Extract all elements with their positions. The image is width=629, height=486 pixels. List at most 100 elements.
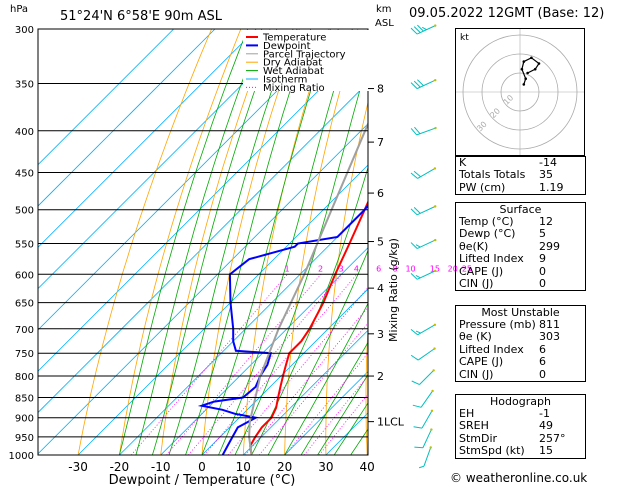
surface-row: Dewp (°C) 5 bbox=[459, 227, 546, 241]
surface-row: Lifted Index 9 bbox=[459, 252, 546, 266]
mixing-ratio-label: 8 bbox=[392, 264, 397, 273]
legend-label: Mixing Ratio bbox=[263, 83, 325, 94]
wind-barb-staff bbox=[421, 410, 433, 429]
wind-barb bbox=[410, 167, 437, 179]
hodograph-ring-label: 30 bbox=[475, 120, 489, 134]
legend-label: Dry Adiabat bbox=[263, 58, 322, 69]
index-row: K -14 bbox=[459, 156, 557, 169]
hodo-row: StmSpd (kt) 15 bbox=[459, 444, 553, 458]
wind-barb-flag bbox=[421, 26, 427, 31]
wind-barb bbox=[418, 446, 432, 469]
wet-adiabat-line bbox=[152, 29, 278, 455]
hodograph-ring-label: 20 bbox=[488, 106, 502, 120]
surface-row: CAPE (J) 0 bbox=[459, 264, 546, 278]
parcel-trajectory-line bbox=[248, 121, 368, 455]
wind-barb-flag bbox=[411, 380, 420, 385]
date-label: 09.05.2022 12GMT (Base: 12) bbox=[409, 6, 605, 21]
hodograph-point bbox=[520, 67, 524, 71]
hodo-row: EH -1 bbox=[459, 407, 550, 420]
dry-adiabat-line bbox=[616, 29, 629, 455]
pressure-tick-label: 350 bbox=[15, 80, 34, 91]
wet-adiabat-line bbox=[317, 373, 368, 455]
pressure-tick-label: 1000 bbox=[9, 451, 34, 462]
legend-label: Dewpoint bbox=[263, 41, 311, 52]
surface-row: θe(K) 299 bbox=[459, 239, 560, 253]
wind-barb-dot bbox=[430, 428, 433, 431]
isotherm-line bbox=[38, 123, 368, 455]
isotherm-line bbox=[38, 29, 216, 207]
mu-row: Lifted Index 6 bbox=[459, 342, 546, 356]
mixing-ratio-label: 25 bbox=[462, 264, 472, 273]
wind-barb bbox=[410, 269, 437, 280]
legend-label: Isotherm bbox=[263, 75, 307, 86]
mixing-ratio-line bbox=[166, 274, 322, 455]
pressure-tick-label: 400 bbox=[15, 127, 34, 138]
temperature-tick-label: 30 bbox=[318, 460, 333, 474]
km-tick-label: 7 bbox=[377, 136, 384, 149]
pressure-tick-label: 450 bbox=[15, 168, 34, 179]
temperature-tick-label: -30 bbox=[68, 460, 88, 474]
wind-barb-dot bbox=[434, 205, 437, 208]
x-axis-title: Dewpoint / Temperature (°C) bbox=[109, 473, 296, 486]
wet-adiabat-line bbox=[300, 341, 368, 455]
wind-barb-flag bbox=[417, 79, 424, 87]
wet-adiabat-line bbox=[333, 402, 368, 455]
wind-barb-dot bbox=[429, 446, 432, 449]
hodograph-unit-label: kt bbox=[460, 33, 469, 43]
wind-barb-flag bbox=[414, 126, 421, 135]
hodo-row: SREH 49 bbox=[459, 419, 553, 433]
wind-barb-flag bbox=[415, 244, 421, 248]
dry-adiabat-line bbox=[119, 29, 242, 455]
pressure-tick-label: 850 bbox=[15, 393, 34, 404]
pressure-tick-label: 900 bbox=[15, 414, 34, 425]
dry-adiabat-line bbox=[77, 29, 212, 455]
wind-barb bbox=[410, 205, 437, 216]
isotherm-line bbox=[38, 29, 174, 166]
wind-barb-dot bbox=[431, 389, 434, 393]
dry-adiabat-line bbox=[405, 29, 446, 455]
isotherm-line bbox=[77, 164, 368, 455]
mixing-ratio-label: 15 bbox=[430, 264, 440, 273]
wind-barb-flag bbox=[413, 206, 421, 214]
wind-barb-flag bbox=[410, 208, 418, 216]
hodograph-point bbox=[533, 67, 537, 71]
dewpoint-line bbox=[197, 203, 368, 455]
hodograph-point bbox=[522, 60, 526, 63]
isotherm-line bbox=[38, 29, 298, 290]
pressure-tick-label: 550 bbox=[15, 239, 34, 250]
index-row: Totals Totals 35 bbox=[459, 168, 553, 182]
wind-barb-flag bbox=[418, 465, 425, 469]
wind-barb-staff bbox=[417, 348, 435, 361]
mixing-ratio-line bbox=[130, 274, 288, 455]
wind-barb bbox=[414, 428, 433, 449]
hodograph-point bbox=[530, 56, 533, 60]
pressure-unit-label: hPa bbox=[10, 4, 28, 15]
mixing-ratio-label: 10 bbox=[405, 264, 415, 273]
isotherm-line bbox=[38, 29, 257, 248]
wind-barb-flag bbox=[415, 330, 421, 334]
pressure-tick-label: 950 bbox=[15, 433, 34, 444]
pressure-tick-label: 800 bbox=[15, 372, 34, 383]
wind-barb bbox=[411, 369, 435, 385]
isotherm-line bbox=[201, 288, 368, 455]
wind-barb-dot bbox=[434, 24, 437, 27]
wind-barb-flag bbox=[410, 172, 418, 179]
location-label: 51°24'N 6°58'E 90m ASL bbox=[60, 9, 223, 24]
wet-adiabat-line bbox=[284, 302, 368, 455]
wind-barb-flag bbox=[410, 128, 418, 136]
km-tick-label: 6 bbox=[377, 187, 384, 200]
credit-label: © weatheronline.co.uk bbox=[450, 471, 588, 485]
surface-row: Temp (°C) 12 bbox=[459, 215, 553, 228]
wind-barb-flag bbox=[410, 354, 419, 361]
wind-barb bbox=[410, 323, 437, 336]
km-tick-label: 8 bbox=[377, 83, 384, 96]
temperature-tick-label: -20 bbox=[110, 460, 130, 474]
wind-barb bbox=[410, 78, 437, 90]
index-row: PW (cm) 1.19 bbox=[459, 180, 564, 194]
isotherm-line bbox=[160, 247, 368, 455]
wind-barb-flag bbox=[413, 80, 421, 88]
wind-barb-flag bbox=[413, 426, 423, 429]
mu-row: CAPE (J) 6 bbox=[459, 355, 546, 369]
wind-barb-flag bbox=[410, 82, 418, 89]
